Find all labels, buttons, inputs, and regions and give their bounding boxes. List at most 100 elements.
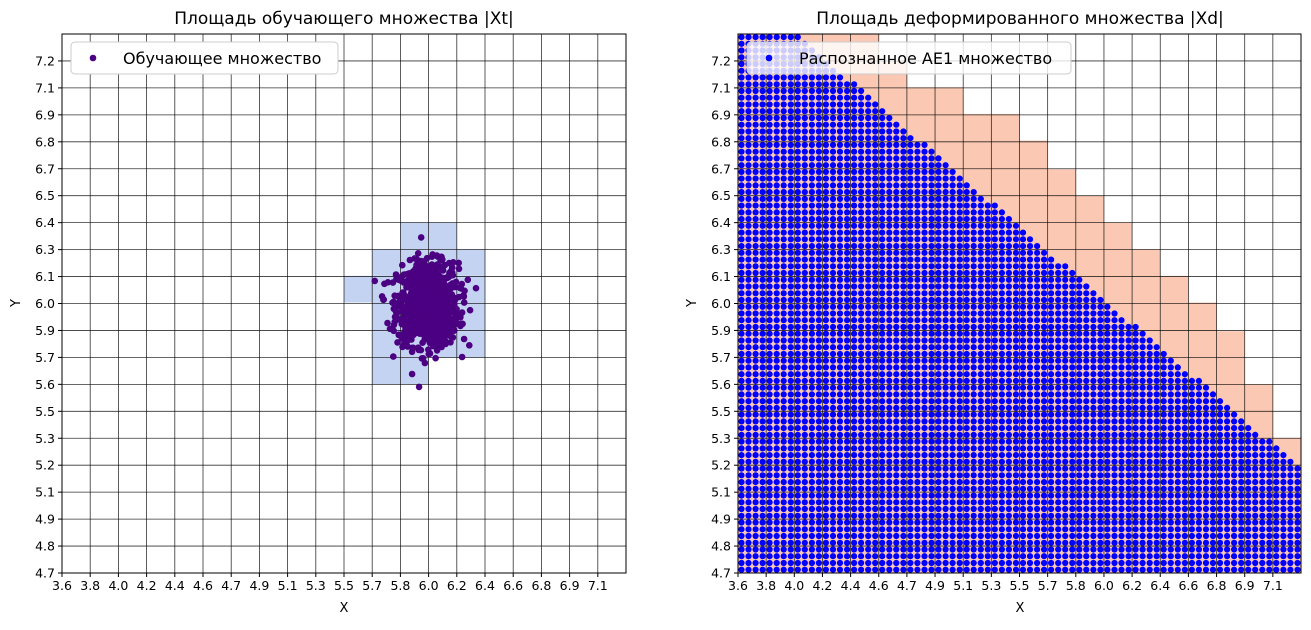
right-scatter-point (809, 95, 815, 101)
right-scatter-point (1027, 445, 1033, 451)
right-scatter-point (823, 297, 829, 303)
right-scatter-point (1083, 351, 1089, 357)
right-scatter-point (781, 34, 787, 40)
right-scatter-point (1020, 466, 1026, 472)
left-scatter-point (390, 328, 397, 335)
right-scatter-point (781, 283, 787, 289)
right-scatter-point (928, 182, 934, 188)
right-scatter-point (921, 223, 927, 229)
right-scatter-point (928, 472, 934, 478)
right-scatter-point (837, 216, 843, 222)
right-scatter-point (999, 567, 1005, 573)
right-scatter-point (830, 149, 836, 155)
right-scatter-point (1140, 533, 1146, 539)
right-scatter-point (795, 560, 801, 566)
right-scatter-point (1020, 533, 1026, 539)
right-scatter-point (795, 263, 801, 269)
right-scatter-point (1055, 270, 1061, 276)
right-scatter-point (738, 149, 744, 155)
right-scatter-point (837, 378, 843, 384)
right-scatter-point (1020, 398, 1026, 404)
right-scatter-point (1154, 540, 1160, 546)
right-scatter-point (837, 331, 843, 337)
right-scatter-point (893, 513, 899, 519)
right-scatter-point (1055, 560, 1061, 566)
right-scatter-point (823, 196, 829, 202)
right-scatter-point (943, 243, 949, 249)
right-scatter-point (1034, 560, 1040, 566)
right-scatter-point (788, 371, 794, 377)
right-scatter-point (767, 493, 773, 499)
right-scatter-point (795, 533, 801, 539)
right-scatter-point (1097, 560, 1103, 566)
right-scatter-point (844, 526, 850, 532)
right-scatter-point (971, 499, 977, 505)
right-scatter-point (935, 277, 941, 283)
right-scatter-point (1161, 493, 1167, 499)
right-scatter-point (1133, 439, 1139, 445)
right-scatter-point (1118, 506, 1124, 512)
right-scatter-point (823, 270, 829, 276)
right-scatter-point (816, 169, 822, 175)
right-scatter-point (781, 405, 787, 411)
right-scatter-point (893, 472, 899, 478)
right-scatter-point (809, 263, 815, 269)
right-scatter-point (900, 337, 906, 343)
right-scatter-point (816, 432, 822, 438)
right-scatter-point (1083, 398, 1089, 404)
right-scatter-point (837, 169, 843, 175)
left-y-tick-label: 6.3 (35, 242, 55, 257)
right-scatter-point (816, 162, 822, 168)
right-scatter-point (1034, 405, 1040, 411)
right-scatter-point (781, 128, 787, 134)
right-scatter-point (999, 412, 1005, 418)
right-scatter-point (950, 546, 956, 552)
right-scatter-point (1168, 358, 1174, 364)
right-scatter-point (992, 513, 998, 519)
right-scatter-point (745, 101, 751, 107)
right-scatter-point (985, 216, 991, 222)
right-scatter-point (950, 439, 956, 445)
right-scatter-point (795, 250, 801, 256)
right-scatter-point (992, 519, 998, 525)
right-scatter-point (1013, 331, 1019, 337)
right-scatter-point (1097, 371, 1103, 377)
right-scatter-point (1133, 405, 1139, 411)
right-scatter-point (914, 331, 920, 337)
right-scatter-point (1076, 391, 1082, 397)
right-scatter-point (907, 351, 913, 357)
right-scatter-point (1133, 344, 1139, 350)
right-scatter-point (738, 155, 744, 161)
right-scatter-point (1020, 567, 1026, 573)
right-scatter-point (935, 533, 941, 539)
right-scatter-point (823, 162, 829, 168)
right-scatter-point (1013, 418, 1019, 424)
right-scatter-point (999, 351, 1005, 357)
right-scatter-point (1140, 493, 1146, 499)
right-scatter-point (943, 337, 949, 343)
right-scatter-point (1111, 351, 1117, 357)
right-scatter-point (964, 257, 970, 263)
right-scatter-point (893, 149, 899, 155)
right-scatter-point (788, 466, 794, 472)
right-scatter-point (781, 519, 787, 525)
right-scatter-point (943, 486, 949, 492)
right-scatter-point (1189, 519, 1195, 525)
right-scatter-point (823, 74, 829, 80)
right-scatter-point (1203, 533, 1209, 539)
right-scatter-point (1126, 378, 1132, 384)
right-scatter-point (858, 351, 864, 357)
right-scatter-point (1126, 439, 1132, 445)
right-scatter-point (879, 243, 885, 249)
right-scatter-point (1027, 378, 1033, 384)
right-scatter-point (907, 519, 913, 525)
right-scatter-point (1041, 560, 1047, 566)
right-scatter-point (851, 270, 857, 276)
right-scatter-point (900, 344, 906, 350)
right-scatter-point (985, 283, 991, 289)
right-scatter-point (830, 445, 836, 451)
left-scatter-point (430, 343, 437, 350)
right-scatter-point (1006, 391, 1012, 397)
right-scatter-point (971, 445, 977, 451)
right-scatter-point (774, 176, 780, 182)
